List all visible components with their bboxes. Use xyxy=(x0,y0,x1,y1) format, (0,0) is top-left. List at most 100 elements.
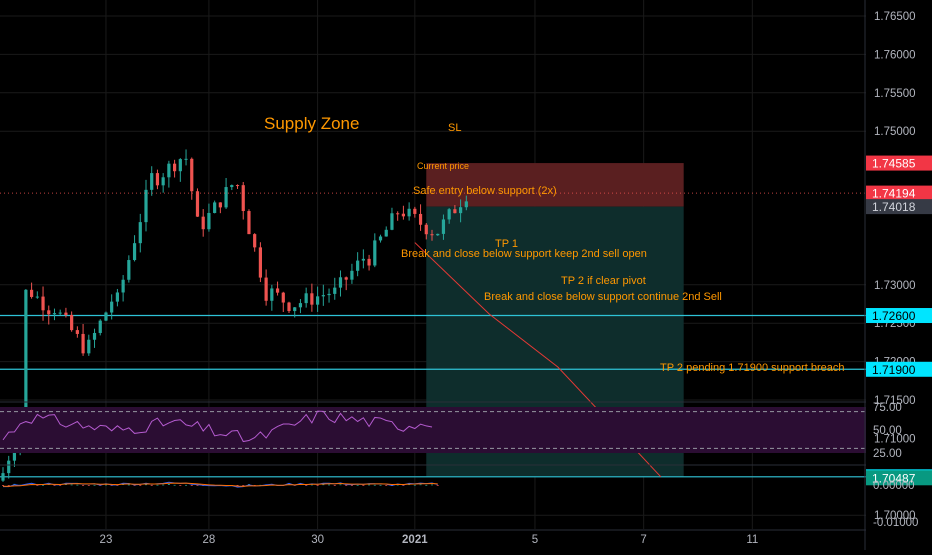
macd-hist-bar xyxy=(179,485,182,486)
candle-body xyxy=(287,302,291,312)
price-tag-label: 1.70487 xyxy=(872,471,916,485)
candle-body xyxy=(413,208,417,214)
price-tags: 1.745851.741941.740181.726001.719001.705… xyxy=(866,155,932,486)
candle-body xyxy=(1,473,5,481)
macd-hist-bar xyxy=(82,485,85,486)
macd-hist-bar xyxy=(53,485,56,486)
price-tag: 1.74194 xyxy=(866,185,932,201)
rsi-line xyxy=(2,410,433,443)
price-tick-label: 1.76500 xyxy=(874,11,916,23)
candle-body xyxy=(401,213,405,217)
candle-body xyxy=(104,312,108,321)
candle-body xyxy=(275,288,280,293)
candle-body xyxy=(70,314,74,331)
time-axis[interactable]: 23 28 30 2021 5 7 11 xyxy=(100,534,759,546)
candle-body xyxy=(258,247,262,278)
macd-hist-bar xyxy=(333,485,336,486)
macd-hist-bar xyxy=(76,484,79,486)
rsi-axis: 75.00 50.00 25.00 xyxy=(873,402,902,460)
candle-body xyxy=(35,296,39,298)
candle-body xyxy=(367,258,371,266)
macd-hist-bar xyxy=(196,485,199,486)
macd-hist-bar xyxy=(167,484,170,485)
candle-body xyxy=(58,312,62,314)
time-tick-label: 28 xyxy=(203,534,216,546)
macd-hist-bar xyxy=(316,485,319,486)
candle-body xyxy=(184,158,188,160)
candle-body xyxy=(167,163,171,178)
rsi-tick-label: 50.00 xyxy=(873,425,902,437)
candle-body xyxy=(447,209,451,220)
candle-body xyxy=(127,260,131,280)
price-tag-label: 1.74018 xyxy=(872,200,916,214)
macd-hist-bar xyxy=(127,484,130,486)
macd-hist-bar xyxy=(385,485,388,486)
macd-hist-bar xyxy=(350,485,353,486)
candle-body xyxy=(424,224,428,235)
candle-body xyxy=(150,173,154,190)
macd-tick-label: -0.01000 xyxy=(873,517,918,529)
rsi-tick-label: 25.00 xyxy=(873,448,902,460)
time-tick-label: 5 xyxy=(532,534,538,546)
candle-body xyxy=(407,208,411,217)
candle-body xyxy=(327,293,331,296)
macd-hist-bar xyxy=(173,484,176,486)
macd-hist-bar xyxy=(87,485,90,486)
price-axis[interactable]: 1.765001.760001.755001.750001.730001.725… xyxy=(866,0,932,550)
candle-body xyxy=(155,173,160,186)
macd-hist-bar xyxy=(436,485,439,486)
macd-hist-bar xyxy=(93,484,96,486)
price-tick-label: 1.75500 xyxy=(874,88,916,100)
macd-hist-bar xyxy=(339,484,342,486)
candle-body xyxy=(173,163,177,172)
candle-body xyxy=(110,301,114,313)
rsi-pane[interactable] xyxy=(0,407,866,453)
candle-body xyxy=(344,277,348,280)
macd-pane[interactable] xyxy=(2,481,439,488)
price-tag: 1.71900 xyxy=(866,361,932,377)
candle-body xyxy=(338,277,343,288)
candle-body xyxy=(316,296,320,305)
macd-hist-bar xyxy=(162,484,165,486)
macd-hist-bar xyxy=(345,485,348,486)
support-levels[interactable] xyxy=(0,314,866,478)
macd-hist-bar xyxy=(425,484,428,486)
candle-body xyxy=(115,292,119,302)
macd-hist-bar xyxy=(396,484,399,486)
macd-line xyxy=(2,481,438,488)
price-tick-label: 1.71500 xyxy=(874,395,916,407)
tp1-label: TP 1 xyxy=(495,238,518,250)
candle-body xyxy=(81,333,85,354)
candle-body xyxy=(253,234,257,248)
macd-hist-bar xyxy=(139,485,142,486)
price-tick-label: 1.75000 xyxy=(874,126,916,138)
macd-hist-bar xyxy=(379,484,382,486)
candle-body xyxy=(418,213,423,225)
candle-body xyxy=(132,243,137,261)
candle-body xyxy=(213,202,217,213)
candle-body xyxy=(230,185,234,188)
candle-body xyxy=(12,446,17,461)
candle-body xyxy=(138,222,142,244)
candle-body xyxy=(247,211,251,235)
macd-hist-bar xyxy=(104,484,107,486)
candle-body xyxy=(98,320,102,333)
candle-body xyxy=(52,313,57,315)
price-tag-label: 1.74194 xyxy=(872,187,916,201)
price-tag: 1.72600 xyxy=(866,308,932,324)
safe-entry-label: Safe entry below support (2x) xyxy=(413,185,557,197)
candle-body xyxy=(281,292,285,303)
macd-hist-bar xyxy=(145,484,147,486)
macd-hist-bar xyxy=(36,485,39,486)
candle-body xyxy=(264,277,268,301)
candle-body xyxy=(298,303,303,308)
candle-body xyxy=(436,233,440,236)
macd-hist-bar xyxy=(305,485,308,486)
sl-label: SL xyxy=(448,122,461,134)
candle-body xyxy=(378,236,383,241)
candle-body xyxy=(464,201,468,208)
price-tick-label: 1.73000 xyxy=(874,280,916,292)
break-label-2: Break and close below support continue 2… xyxy=(484,291,722,303)
